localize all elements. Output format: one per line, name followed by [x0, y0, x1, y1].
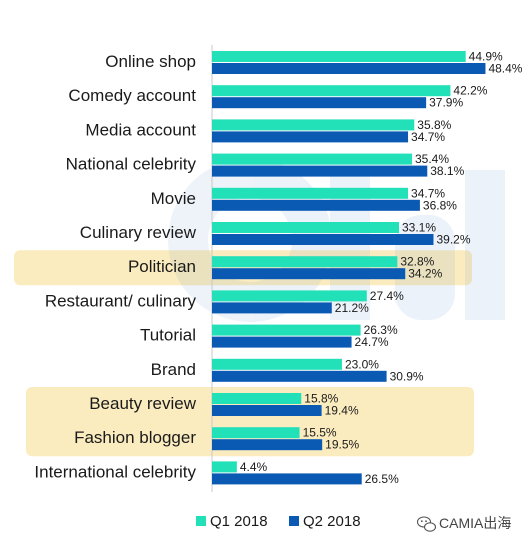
bar-q1-2018 [212, 393, 302, 404]
bar-q2-2018 [212, 63, 486, 74]
data-label: 42.2% [453, 84, 487, 98]
bar-q2-2018 [212, 131, 409, 143]
category-label: Media account [85, 120, 196, 139]
data-label: 30.9% [390, 369, 424, 383]
category-label: Movie [151, 189, 196, 208]
data-label: 21.2% [335, 301, 369, 315]
wechat-chat-icon [416, 516, 437, 532]
category-label: Comedy account [68, 86, 196, 105]
data-label: 19.4% [325, 404, 359, 418]
data-label: 34.7% [411, 130, 445, 144]
bar-q2-2018 [212, 234, 434, 245]
data-label: 27.4% [370, 289, 404, 303]
bar-q1-2018 [212, 153, 413, 165]
data-label: 39.2% [436, 233, 470, 247]
data-label: 38.1% [430, 164, 464, 178]
bar-q1-2018 [212, 119, 415, 131]
data-label: 15.8% [304, 392, 338, 406]
bars [212, 51, 486, 485]
bar-q2-2018 [212, 336, 352, 348]
bar-q2-2018 [212, 268, 406, 280]
bar-q1-2018 [212, 51, 466, 62]
data-label: 26.3% [364, 323, 398, 337]
bar-q2-2018 [212, 439, 323, 451]
data-label: 48.4% [488, 62, 522, 76]
bar-q1-2018 [212, 85, 451, 97]
data-label: 37.9% [429, 96, 463, 110]
data-label: 32.8% [400, 255, 434, 269]
bar-q1-2018 [212, 187, 409, 199]
watermark-text: CAMIA出海 [439, 515, 511, 531]
category-label: Beauty review [89, 394, 196, 413]
data-label: 34.2% [408, 267, 442, 281]
data-label: 23.0% [345, 357, 379, 371]
bar-q2-2018 [212, 97, 427, 109]
category-label: Restaurant/ culinary [45, 291, 197, 310]
data-label: 35.8% [417, 118, 451, 132]
legend-swatch [289, 516, 299, 526]
bar-q2-2018 [212, 199, 420, 211]
category-label: National celebrity [66, 155, 197, 174]
data-label: 4.4% [240, 460, 268, 474]
bar-q1-2018 [212, 222, 400, 233]
legend-label: Q1 2018 [210, 513, 268, 530]
data-label: 36.8% [423, 198, 457, 212]
legend-label: Q2 2018 [303, 513, 361, 530]
watermark: CAMIA出海 [416, 515, 511, 532]
bar-q1-2018 [212, 358, 342, 370]
bar-q1-2018 [212, 256, 398, 268]
category-label: International celebrity [34, 462, 196, 481]
bar-q2-2018 [212, 370, 387, 382]
bar-q1-2018 [212, 461, 237, 473]
data-label: 35.4% [415, 152, 449, 166]
data-label: 34.7% [411, 186, 445, 200]
data-label: 24.7% [355, 335, 389, 349]
bar-q1-2018 [212, 427, 300, 439]
category-label: Culinary review [80, 223, 197, 242]
bar-q2-2018 [212, 473, 362, 485]
category-label: Brand [151, 360, 196, 379]
bar-q2-2018 [212, 165, 428, 177]
category-label: Online shop [105, 52, 196, 71]
bar-q1-2018 [212, 290, 367, 302]
bar-q2-2018 [212, 405, 322, 416]
labels: Online shop 44.9%48.4% Comedy account 42.2%… [34, 50, 522, 486]
category-label: Politician [128, 257, 196, 276]
data-label: 33.1% [402, 221, 436, 235]
category-label: Fashion blogger [74, 428, 196, 447]
legend-swatch [196, 516, 206, 526]
data-label: 44.9% [469, 50, 503, 64]
category-label: Tutorial [140, 326, 196, 345]
data-label: 15.5% [303, 426, 337, 440]
data-label: 26.5% [365, 472, 399, 486]
bar-q2-2018 [212, 302, 332, 314]
legend: Q1 2018 Q2 2018 [196, 513, 361, 530]
bar-q1-2018 [212, 324, 361, 336]
highlight-band [26, 387, 474, 457]
data-label: 19.5% [325, 438, 359, 452]
